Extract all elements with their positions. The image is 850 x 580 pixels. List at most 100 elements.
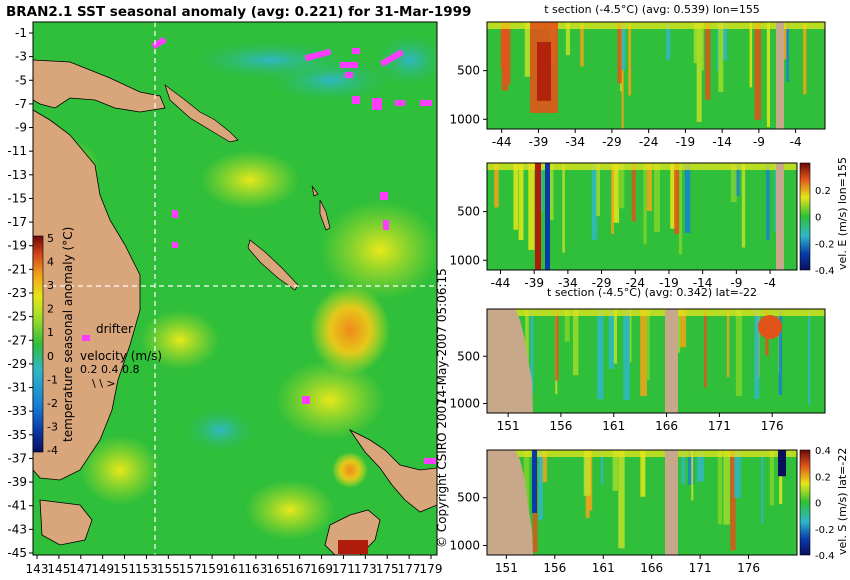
panel-x-tick-label: 151 [497, 419, 520, 433]
section-stripe [754, 22, 762, 120]
velocity-jet [778, 450, 786, 477]
velocity-colorbar-tick-label: 0 [815, 213, 821, 224]
map-y-tick-label: -35 [7, 428, 27, 442]
panel-x-ticks: 151 156 161 166 171 176 [497, 413, 784, 433]
panel-y-tick-label: 500 [457, 64, 480, 78]
velocity-colorbar [799, 449, 811, 556]
velocity-arrows: \ \ > [92, 377, 116, 390]
drifter-label: drifter [96, 322, 133, 336]
panel-title: t section (-4.5°C) (avg: 0.342) lat=-22 [547, 286, 757, 299]
panel-x-ticks: -44 -39 -34 -29 -24 -19 -14 -9 -4 [492, 129, 802, 149]
section-stripe [524, 22, 531, 77]
section-stripe [538, 450, 543, 521]
anomaly-blob [140, 310, 220, 370]
panel-x-tick-label: -4 [764, 276, 776, 290]
panel-seabed [487, 450, 533, 555]
map-y-tick-label: -23 [7, 286, 27, 300]
section-stripe [674, 163, 680, 235]
velocity-colorbar-tick-label: 0.4 [815, 446, 831, 457]
section-stripe [693, 22, 697, 64]
vanuatu-islands [311, 185, 331, 231]
section-stripe [761, 450, 764, 524]
section-stripe [611, 163, 614, 234]
section-stripe [580, 22, 584, 67]
map-x-tick-label: 147 [69, 562, 92, 576]
panel-x-tick-label: -34 [565, 135, 585, 149]
map-y-tick-label: -25 [7, 310, 27, 324]
section-stripe [705, 22, 711, 100]
section-stripe [730, 450, 736, 551]
map-x-tick-label: 179 [420, 562, 443, 576]
map-x-tick-label: 165 [266, 562, 289, 576]
map-y-ticks: -1 -3 -5 -7 -9 -11 -13 -15 -17 -19 -21 -23 -25 -27 -29… [7, 26, 33, 560]
velocity-jet [535, 163, 541, 270]
nz-warm-patch [338, 540, 368, 554]
panel-x-tick-label: 156 [549, 419, 572, 433]
map-x-tick-label: 169 [310, 562, 333, 576]
velocity-colorbar-ticks: 0.4 0.2 0 -0.2 -0.4 [815, 446, 835, 562]
section-stripe [621, 22, 626, 71]
velocity-colorbar-tick-label: 0 [815, 499, 821, 510]
tasmania-land [39, 499, 93, 546]
map-y-tick-label: -41 [7, 499, 27, 513]
new-caledonia-land [247, 239, 299, 291]
panel-x-tick-label: -29 [602, 135, 622, 149]
panel-x-tick-label: 171 [689, 561, 712, 575]
section-stripe [596, 163, 601, 217]
section-stripe [698, 22, 704, 71]
section-stripe [778, 309, 783, 396]
panel-x-tick-label: 161 [602, 419, 625, 433]
section-stripe [547, 163, 554, 221]
colorbar-tick-label: 1 [47, 326, 54, 339]
panel-frame [486, 449, 798, 556]
panel-y-ticks: 500 1000 [449, 205, 487, 267]
section-stripe [730, 163, 737, 203]
section-stripe [612, 163, 620, 223]
warm-core [537, 42, 551, 101]
map-y-tick-label: -15 [7, 191, 27, 205]
map-x-tick-label: 173 [354, 562, 377, 576]
section-panel-veleast-lon: 0.2 0 -0.2 -0.4 vel. E (m/s) lon=155 -44 -39… [449, 157, 849, 290]
velocity-label: velocity (m/s) [80, 349, 162, 363]
warm-core [758, 315, 782, 339]
section-stripe [555, 309, 559, 381]
anomaly-blob [310, 285, 390, 375]
panel-seabed [776, 22, 784, 129]
panel-x-tick-label: -24 [625, 276, 645, 290]
panel-seabed [776, 163, 784, 270]
panel-x-tick-label: -19 [676, 135, 696, 149]
panel-y-tick-label: 1000 [449, 253, 480, 267]
panel-x-ticks: 151 156 161 166 171 176 [495, 555, 760, 575]
map-x-tick-label: 153 [135, 562, 158, 576]
map-x-tick-label: 167 [288, 562, 311, 576]
section-stripe [621, 22, 624, 129]
section-stripe [643, 163, 647, 245]
anomaly-blob [180, 405, 260, 455]
velocity-colorbar-tick-label: 0.2 [815, 472, 831, 483]
map-x-tick-label: 151 [113, 562, 136, 576]
panel-y-tick-label: 1000 [449, 112, 480, 126]
panel-x-tick-label: 156 [543, 561, 566, 575]
panel-stripes [487, 22, 825, 129]
section-stripe [735, 309, 743, 396]
velocity-colorbar [799, 162, 811, 271]
section-stripe [666, 22, 671, 60]
velocity-colorbar-tick-label: 0.2 [815, 186, 831, 197]
section-stripe [677, 309, 681, 353]
map-y-tick-label: -3 [15, 50, 27, 64]
map-x-tick-label: 171 [332, 562, 355, 576]
map-y-tick-label: -1 [15, 26, 27, 40]
section-stripe [766, 163, 770, 241]
panel-x-tick-label: -14 [693, 276, 713, 290]
main-map: BRAN2.1 SST seasonal anomaly (avg: 0.221… [6, 4, 471, 576]
section-stripe [528, 163, 535, 250]
colorbar-ticks: 5 4 3 2 1 0 -1 -2 -3 -4 [47, 232, 58, 457]
copyright-text: © Copyright CSIRO 2007 [435, 398, 449, 548]
surface-layer [487, 450, 797, 457]
map-y-tick-label: -45 [7, 546, 27, 560]
section-stripe [523, 450, 530, 512]
anomaly-blob [80, 435, 160, 505]
section-stripe [722, 22, 728, 61]
panel-y-tick-label: 1000 [449, 397, 480, 411]
